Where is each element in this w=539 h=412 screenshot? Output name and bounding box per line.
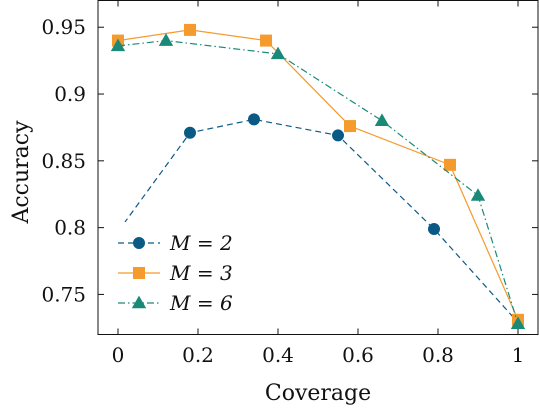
legend-entry: M = 3 [118,261,233,285]
legend-box [106,222,256,322]
x-axis-title: Coverage [265,381,371,406]
x-tick-label: 0.2 [182,343,214,367]
data-point [470,188,486,201]
legend: M = 2 M = 3 M = 6 [106,222,256,322]
data-point [184,126,196,139]
y-tick-label: 0.8 [54,216,86,240]
series-layer [110,23,526,330]
data-point [110,38,126,52]
legend-label: M = 3 [169,261,233,285]
legend-marker [133,237,145,249]
legend-entry: M = 6 [118,291,233,315]
data-point [332,129,344,142]
data-point [184,23,196,36]
y-tick-label: 0.95 [41,15,86,39]
y-axis-title: Accuracy [9,120,34,225]
y-tick-label: 0.75 [41,282,86,306]
data-point [374,113,390,126]
series-line [117,118,519,323]
x-tick-label: 0.4 [262,343,294,367]
y-tick-label: 0.85 [41,149,86,173]
x-tick-label: 0.6 [342,343,374,367]
x-tick-label: 1 [512,343,525,367]
data-point [510,316,526,330]
legend-marker [131,295,147,309]
x-axis-ticks: 0 0.2 0.4 0.6 0.8 1 [112,0,525,367]
data-point [248,113,260,126]
data-point [444,158,456,171]
x-tick-label: 0 [112,343,125,367]
series-3 [110,33,526,330]
data-point [158,33,174,46]
y-tick-label: 0.9 [54,82,86,106]
data-point [344,120,356,133]
data-point [260,34,272,47]
series-line [117,29,519,321]
plot-frame [97,0,539,335]
data-point [270,46,286,60]
series-line [117,39,519,324]
legend-label: M = 6 [169,291,233,315]
legend-entry: M = 2 [118,231,233,255]
data-point [428,222,440,235]
legend-marker [133,267,145,279]
y-axis-ticks: 0.75 0.8 0.85 0.9 0.95 [41,15,538,306]
legend-label: M = 2 [169,231,233,255]
x-tick-label: 0.8 [422,343,454,367]
